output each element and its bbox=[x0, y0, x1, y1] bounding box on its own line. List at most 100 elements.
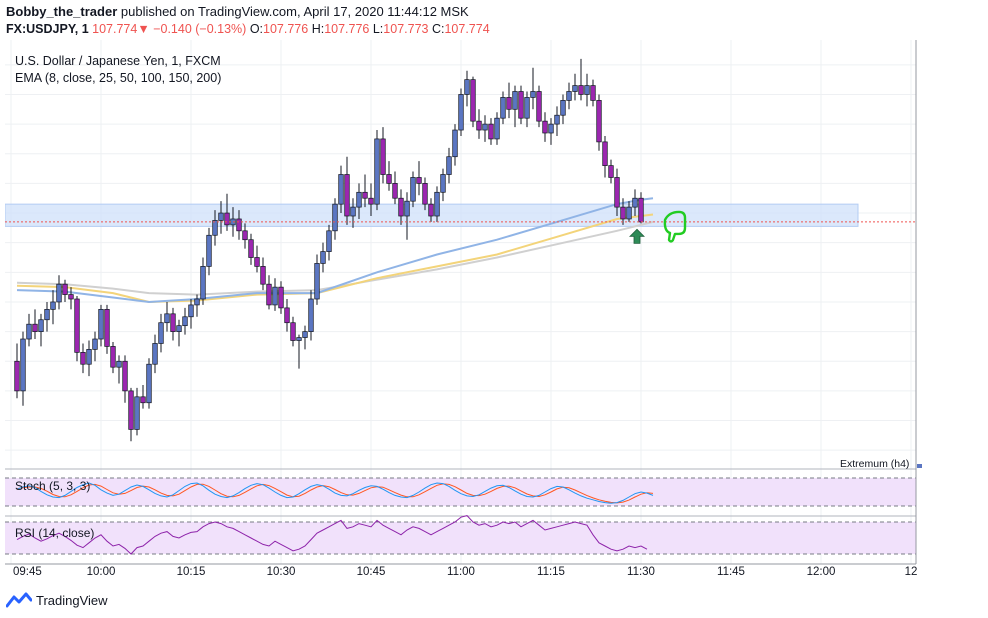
stoch-label[interactable]: Stoch (5, 3, 3) bbox=[15, 479, 90, 493]
price-axis[interactable]: 107.880107.860107.840107.820107.800107.7… bbox=[915, 40, 987, 564]
candles[interactable] bbox=[14, 58, 644, 442]
candle[interactable] bbox=[176, 319, 182, 347]
candle[interactable] bbox=[212, 210, 218, 246]
candle[interactable] bbox=[44, 301, 50, 332]
candle[interactable] bbox=[68, 287, 74, 310]
candle[interactable] bbox=[476, 109, 482, 139]
candle[interactable] bbox=[416, 161, 422, 196]
candle[interactable] bbox=[620, 198, 626, 225]
candle[interactable] bbox=[266, 275, 272, 310]
candle[interactable] bbox=[626, 201, 632, 222]
candle[interactable] bbox=[284, 299, 290, 332]
candle[interactable] bbox=[602, 135, 608, 178]
candle[interactable] bbox=[338, 165, 344, 214]
candle[interactable] bbox=[242, 223, 248, 249]
candle[interactable] bbox=[542, 112, 548, 142]
candle[interactable] bbox=[308, 290, 314, 341]
candle[interactable] bbox=[128, 387, 134, 442]
candle[interactable] bbox=[50, 290, 56, 325]
candle[interactable] bbox=[458, 88, 464, 136]
candle[interactable] bbox=[398, 189, 404, 225]
candle[interactable] bbox=[632, 189, 638, 216]
candle[interactable] bbox=[446, 147, 452, 184]
candle[interactable] bbox=[470, 76, 476, 128]
instrument-legend[interactable]: U.S. Dollar / Japanese Yen, 1, FXCM bbox=[15, 54, 221, 68]
candle[interactable] bbox=[368, 183, 374, 216]
candle[interactable] bbox=[590, 79, 596, 107]
candle[interactable] bbox=[314, 254, 320, 305]
candle[interactable] bbox=[536, 85, 542, 128]
candle[interactable] bbox=[428, 198, 434, 222]
candle[interactable] bbox=[404, 192, 410, 240]
candle[interactable] bbox=[188, 299, 194, 329]
candle[interactable] bbox=[260, 257, 266, 291]
candle[interactable] bbox=[530, 67, 536, 110]
candle[interactable] bbox=[164, 301, 170, 332]
candle[interactable] bbox=[374, 130, 380, 211]
candle[interactable] bbox=[566, 82, 572, 110]
candle[interactable] bbox=[440, 168, 446, 202]
footer-brand[interactable]: TradingView bbox=[6, 592, 108, 608]
candle[interactable] bbox=[182, 307, 188, 335]
candle[interactable] bbox=[20, 331, 26, 406]
candle[interactable] bbox=[512, 85, 518, 128]
candle[interactable] bbox=[452, 124, 458, 166]
candle[interactable] bbox=[218, 201, 224, 234]
candle[interactable] bbox=[410, 171, 416, 208]
candle[interactable] bbox=[434, 186, 440, 222]
candle[interactable] bbox=[206, 227, 212, 276]
candle[interactable] bbox=[548, 118, 554, 145]
rsi-label[interactable]: RSI (14, close) bbox=[15, 526, 94, 540]
candle[interactable] bbox=[56, 275, 62, 310]
candle[interactable] bbox=[392, 171, 398, 205]
candle[interactable] bbox=[158, 313, 164, 353]
candle[interactable] bbox=[464, 70, 470, 107]
chart-area[interactable]: 107.880107.860107.840107.820107.800107.7… bbox=[4, 40, 987, 580]
candle[interactable] bbox=[116, 355, 122, 384]
candle[interactable] bbox=[74, 296, 80, 362]
candle[interactable] bbox=[236, 210, 242, 240]
candle[interactable] bbox=[80, 343, 86, 374]
candle[interactable] bbox=[320, 242, 326, 273]
candle[interactable] bbox=[350, 198, 356, 228]
candle[interactable] bbox=[302, 325, 308, 350]
candle[interactable] bbox=[200, 257, 206, 305]
candle[interactable] bbox=[224, 193, 230, 231]
candle[interactable] bbox=[422, 177, 428, 211]
candle[interactable] bbox=[356, 183, 362, 219]
candle[interactable] bbox=[482, 115, 488, 142]
candle[interactable] bbox=[362, 174, 368, 208]
candle[interactable] bbox=[140, 384, 146, 409]
time-axis[interactable]: 09:45 10:00 10:15 10:30 10:45 11:00 11:15 11:30… bbox=[5, 563, 917, 578]
candle[interactable] bbox=[122, 355, 128, 403]
candle[interactable] bbox=[278, 281, 284, 314]
candle[interactable] bbox=[26, 313, 32, 347]
candle[interactable] bbox=[194, 294, 200, 317]
candle[interactable] bbox=[608, 159, 614, 184]
candle[interactable] bbox=[554, 106, 560, 136]
candle[interactable] bbox=[524, 91, 530, 128]
candle[interactable] bbox=[134, 387, 140, 436]
candle[interactable] bbox=[254, 245, 260, 273]
candle[interactable] bbox=[596, 94, 602, 151]
candle[interactable] bbox=[38, 313, 44, 347]
candle[interactable] bbox=[518, 85, 524, 125]
candle[interactable] bbox=[326, 224, 332, 261]
candle[interactable] bbox=[152, 334, 158, 374]
candle[interactable] bbox=[500, 91, 506, 125]
candle[interactable] bbox=[560, 94, 566, 125]
candle[interactable] bbox=[92, 331, 98, 362]
candle[interactable] bbox=[380, 127, 386, 184]
author-name[interactable]: Bobby_the_trader bbox=[6, 4, 118, 19]
candle[interactable] bbox=[110, 341, 116, 374]
chart-svg[interactable]: 107.880107.860107.840107.820107.800107.7… bbox=[4, 40, 987, 580]
ema-legend[interactable]: EMA (8, close, 25, 50, 100, 150, 200) bbox=[15, 71, 221, 85]
candle[interactable] bbox=[494, 112, 500, 145]
candle[interactable] bbox=[296, 334, 302, 369]
candle[interactable] bbox=[614, 168, 620, 216]
candle[interactable] bbox=[488, 118, 494, 145]
candle[interactable] bbox=[506, 82, 512, 119]
candle[interactable] bbox=[32, 309, 38, 340]
candle[interactable] bbox=[62, 279, 68, 302]
candle[interactable] bbox=[290, 316, 296, 347]
